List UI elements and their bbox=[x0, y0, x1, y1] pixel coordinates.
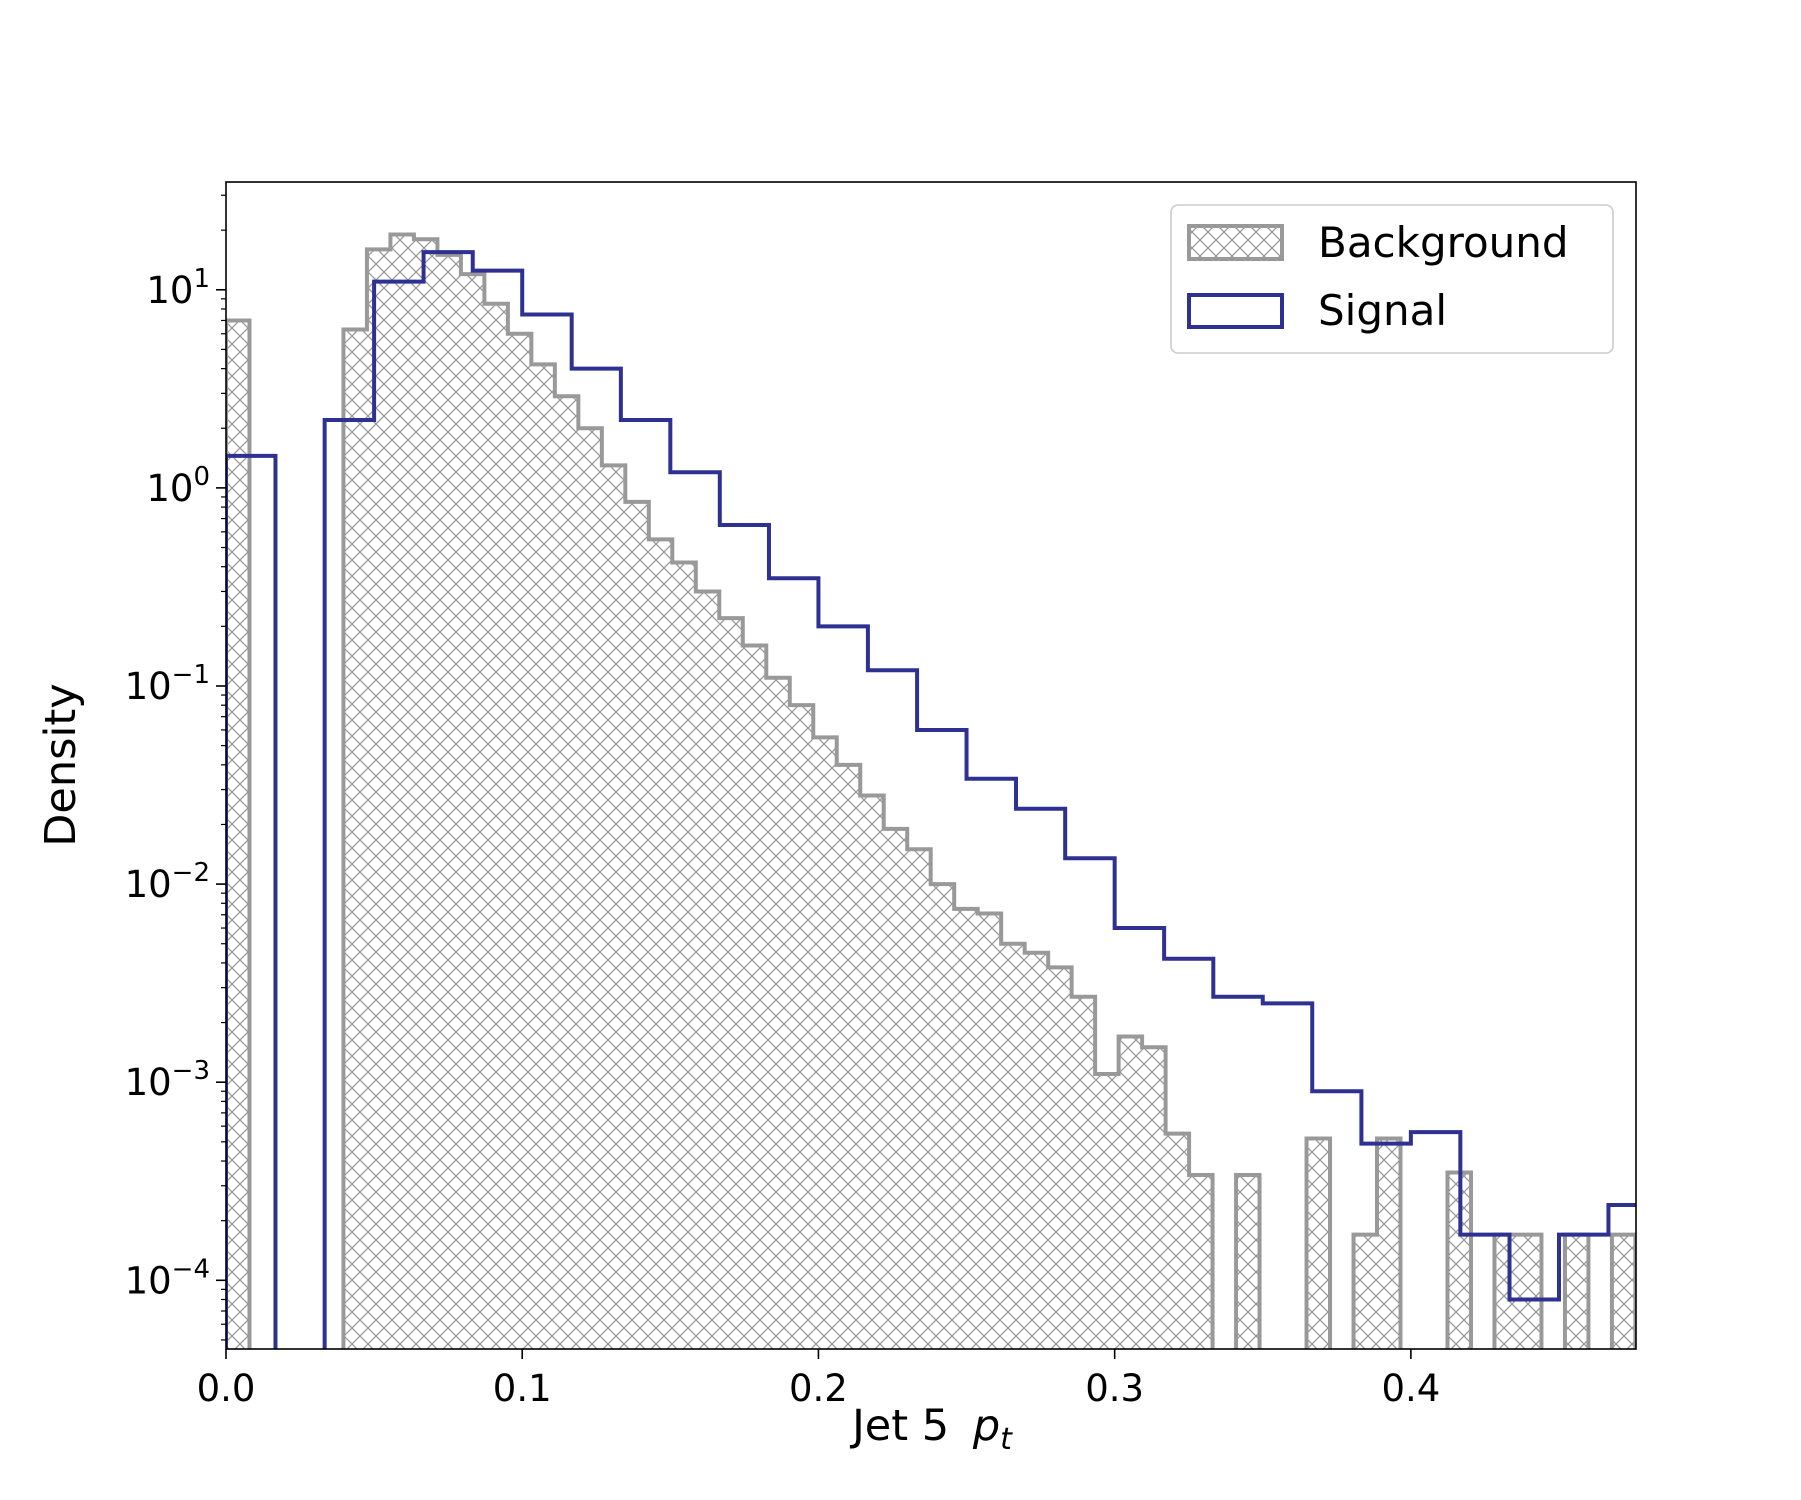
background-bar bbox=[695, 591, 720, 1349]
background-bar bbox=[413, 239, 438, 1349]
y-tick-label: 10−3 bbox=[125, 1056, 210, 1104]
legend-swatch-background bbox=[1187, 224, 1284, 261]
background-series bbox=[226, 234, 1636, 1349]
y-tick-label: 10−4 bbox=[125, 1254, 210, 1302]
x-tick-label: 0.2 bbox=[789, 1367, 848, 1410]
background-bar bbox=[1095, 1073, 1119, 1349]
x-tick-label: 0.1 bbox=[493, 1367, 552, 1410]
background-bar bbox=[1048, 967, 1072, 1349]
background-bar bbox=[1118, 1036, 1143, 1349]
background-bar bbox=[484, 303, 508, 1349]
background-bar bbox=[813, 737, 837, 1349]
background-bar bbox=[1165, 1133, 1190, 1349]
background-bar bbox=[1024, 952, 1049, 1349]
background-bar bbox=[625, 501, 649, 1349]
background-bar bbox=[719, 618, 743, 1349]
background-bar bbox=[907, 849, 931, 1349]
background-bar bbox=[226, 320, 250, 1349]
background-bar bbox=[977, 913, 1002, 1349]
background-bar bbox=[390, 234, 414, 1349]
plot-area bbox=[226, 232, 1636, 1349]
signal-series bbox=[226, 250, 1636, 1349]
legend: Background Signal bbox=[1170, 204, 1614, 354]
background-bar bbox=[1001, 943, 1025, 1349]
background-bar bbox=[1189, 1175, 1213, 1349]
legend-swatch-signal bbox=[1187, 293, 1284, 329]
background-bar bbox=[1306, 1138, 1331, 1349]
background-bar bbox=[1611, 1234, 1636, 1349]
background-bar bbox=[766, 677, 790, 1349]
background-bar bbox=[648, 539, 673, 1349]
y-tick-label: 10−2 bbox=[125, 858, 210, 906]
y-axis-title: Density bbox=[36, 683, 86, 846]
background-bar bbox=[860, 795, 884, 1349]
background-bar bbox=[1071, 996, 1096, 1349]
legend-label-signal: Signal bbox=[1318, 286, 1447, 335]
background-bar bbox=[1447, 1172, 1471, 1349]
x-tick-label: 0.0 bbox=[197, 1367, 256, 1410]
background-bar bbox=[437, 254, 461, 1349]
background-bar bbox=[672, 562, 696, 1349]
background-bar bbox=[954, 908, 978, 1349]
x-tick-label: 0.3 bbox=[1085, 1367, 1144, 1410]
background-bar bbox=[930, 884, 955, 1349]
x-axis: 0.0 0.1 0.2 0.3 0.4 bbox=[197, 1349, 1440, 1410]
background-bar bbox=[883, 828, 908, 1349]
background-bar bbox=[460, 274, 485, 1349]
y-tick-label: 101 bbox=[146, 264, 210, 312]
background-bar bbox=[578, 428, 602, 1349]
background-bar bbox=[1494, 1234, 1518, 1349]
background-bar bbox=[554, 396, 579, 1349]
background-bar bbox=[1517, 1234, 1542, 1349]
background-bar bbox=[601, 465, 626, 1349]
background-bar bbox=[1236, 1175, 1260, 1349]
background-bar bbox=[1353, 1234, 1378, 1349]
background-bar bbox=[343, 329, 367, 1349]
background-bar bbox=[836, 764, 861, 1349]
background-bar bbox=[366, 249, 391, 1349]
plot-frame bbox=[225, 181, 1637, 1350]
background-bar bbox=[789, 705, 814, 1349]
background-bar bbox=[1142, 1047, 1166, 1349]
background-bar bbox=[531, 364, 555, 1349]
x-axis-title: Jet 5 pt bbox=[849, 1401, 1013, 1457]
y-tick-label: 100 bbox=[146, 462, 210, 510]
background-bar bbox=[507, 333, 532, 1349]
background-bar bbox=[1564, 1234, 1589, 1349]
y-axis: 101 100 10−1 10−2 10−3 10−4 bbox=[125, 194, 226, 1341]
background-bar bbox=[742, 645, 767, 1349]
signal-step-line bbox=[226, 250, 1636, 1349]
y-tick-label: 10−1 bbox=[125, 660, 210, 708]
background-bar bbox=[1377, 1138, 1401, 1349]
legend-label-background: Background bbox=[1318, 218, 1569, 267]
x-tick-label: 0.4 bbox=[1381, 1367, 1440, 1410]
